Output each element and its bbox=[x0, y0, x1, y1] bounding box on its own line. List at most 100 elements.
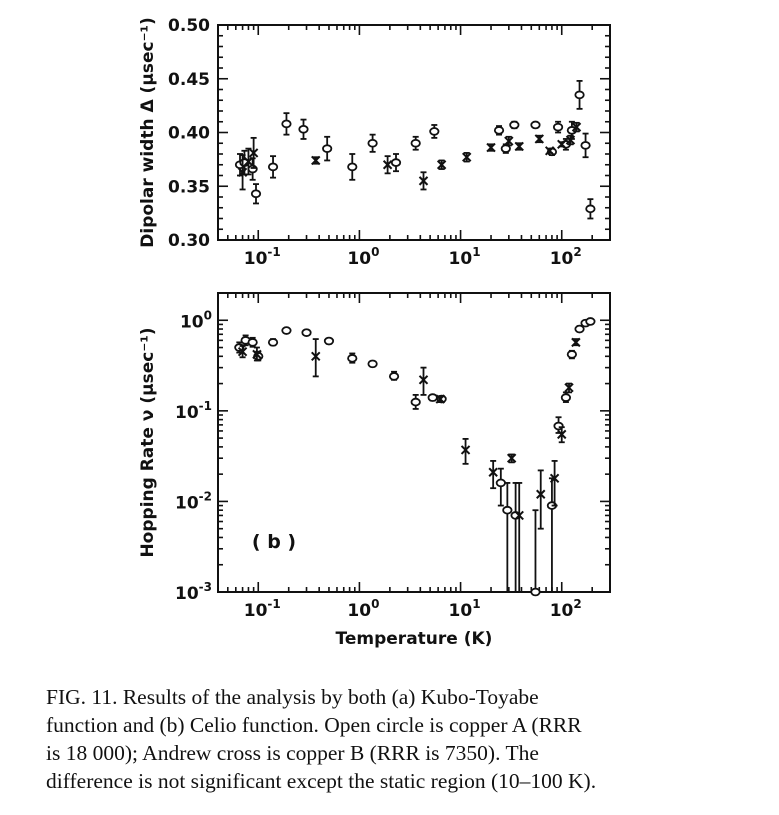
data-point-circle bbox=[347, 352, 358, 364]
circle-marker bbox=[347, 354, 358, 363]
circle-marker bbox=[247, 164, 258, 174]
data-point-cross bbox=[514, 482, 524, 592]
figure-caption: FIG. 11. Results of the analysis by both… bbox=[46, 683, 741, 795]
cross-marker bbox=[252, 349, 262, 360]
figure: 10-1 100 101 102 0.30 0.35 0.40 0.45 0.50 Dipolar… bbox=[138, 16, 611, 649]
circle-marker bbox=[247, 338, 258, 347]
y-axis-title: Hopping Rate ν (μsec⁻¹) bbox=[138, 327, 158, 557]
y-tick-label: 10-2 bbox=[175, 489, 212, 513]
data-point-circle bbox=[427, 393, 438, 402]
caption-line-4: difference is not significant except the… bbox=[46, 769, 597, 793]
x-tick-label: 100 bbox=[347, 597, 379, 621]
data-point-cross bbox=[544, 146, 555, 156]
y-tick-label: 10-1 bbox=[175, 399, 212, 423]
circle-marker bbox=[530, 587, 541, 597]
data-point-cross bbox=[565, 134, 576, 146]
data-point-circle bbox=[429, 124, 440, 139]
x-tick-label: 100 bbox=[347, 245, 379, 269]
circle-marker bbox=[493, 126, 505, 135]
data-point-circle bbox=[580, 132, 591, 159]
circle-marker bbox=[301, 328, 312, 337]
plot-frame bbox=[217, 24, 611, 241]
cross-marker bbox=[571, 122, 582, 132]
circle-marker bbox=[530, 120, 541, 130]
cross-marker bbox=[460, 445, 471, 455]
cross-marker bbox=[462, 152, 472, 162]
data-point-cross bbox=[460, 438, 471, 465]
data-point-circle bbox=[574, 80, 585, 110]
data-point-circle bbox=[281, 326, 292, 335]
cross-marker bbox=[544, 146, 555, 156]
cross-marker bbox=[311, 351, 321, 362]
panel-a-chart: 10-1 100 101 102 0.30 0.35 0.40 0.45 0.50 Dipolar… bbox=[138, 16, 611, 269]
cross-marker bbox=[486, 142, 496, 153]
circle-marker bbox=[267, 338, 279, 347]
data-point-circle bbox=[301, 328, 312, 337]
data-point-cross bbox=[557, 426, 567, 444]
data-point-circle bbox=[585, 317, 596, 326]
data-point-circle bbox=[347, 153, 358, 181]
data-point-cross bbox=[462, 152, 472, 163]
circle-marker bbox=[429, 127, 440, 136]
y-tick-label: 0.50 bbox=[168, 16, 210, 36]
data-point-cross bbox=[418, 171, 429, 191]
cross-marker bbox=[237, 167, 248, 177]
cross-marker bbox=[536, 489, 546, 499]
data-point-circle bbox=[495, 467, 506, 507]
cross-marker bbox=[571, 337, 581, 348]
x-tick-label: 102 bbox=[550, 245, 582, 269]
data-point-cross bbox=[536, 469, 546, 530]
circle-marker bbox=[388, 372, 400, 381]
data-point-circle bbox=[493, 125, 505, 136]
y-tick-label: 0.45 bbox=[168, 70, 210, 90]
data-point-cross bbox=[486, 142, 496, 153]
circle-marker bbox=[427, 393, 438, 402]
circle-marker bbox=[495, 478, 506, 488]
data-point-cross bbox=[243, 147, 254, 176]
data-point-circle bbox=[390, 153, 402, 173]
data-point-circle bbox=[410, 135, 421, 151]
circle-marker bbox=[560, 393, 572, 402]
cross-marker bbox=[248, 148, 259, 158]
caption-line-1: FIG. 11. Results of the analysis by both… bbox=[46, 685, 539, 709]
cross-marker bbox=[435, 394, 445, 404]
cross-marker bbox=[382, 160, 393, 170]
data-point-cross bbox=[549, 460, 560, 507]
data-point-circle bbox=[267, 155, 279, 179]
cross-marker bbox=[564, 383, 574, 393]
data-point-circle bbox=[574, 324, 585, 334]
cross-marker bbox=[311, 155, 321, 166]
data-point-circle bbox=[298, 118, 309, 140]
x-tick-label: 10-1 bbox=[244, 245, 281, 269]
cross-marker bbox=[514, 141, 524, 152]
caption-line-3: is 18 000); Andrew cross is copper B (RR… bbox=[46, 741, 539, 765]
plot-frame bbox=[217, 292, 611, 593]
circle-marker bbox=[574, 90, 585, 100]
data-point-circle bbox=[530, 509, 541, 597]
y-tick-label: 100 bbox=[180, 308, 212, 332]
data-point-circle bbox=[267, 338, 279, 347]
data-point-cross bbox=[237, 345, 248, 359]
data-point-cross bbox=[311, 338, 321, 378]
data-point-circle bbox=[509, 120, 520, 130]
cross-marker bbox=[506, 453, 517, 463]
data-point-circle bbox=[247, 336, 258, 348]
data-point-circle bbox=[322, 135, 333, 162]
data-point-circle bbox=[250, 183, 262, 205]
circle-marker bbox=[281, 119, 292, 129]
cross-marker bbox=[557, 139, 567, 150]
circle-marker bbox=[250, 189, 262, 199]
circle-marker bbox=[281, 326, 292, 335]
data-point-circle bbox=[585, 198, 596, 220]
cross-marker bbox=[488, 467, 498, 477]
circle-marker bbox=[574, 324, 585, 334]
panel-annotation: ( b ) bbox=[252, 531, 296, 553]
data-point-cross bbox=[571, 121, 582, 133]
data-point-circle bbox=[560, 391, 572, 403]
circle-marker bbox=[298, 124, 309, 134]
data-point-cross bbox=[506, 453, 517, 464]
data-point-circle bbox=[552, 120, 564, 134]
y-tick-label: 0.40 bbox=[168, 124, 210, 144]
cross-marker bbox=[243, 156, 254, 167]
data-point-cross bbox=[571, 337, 581, 348]
